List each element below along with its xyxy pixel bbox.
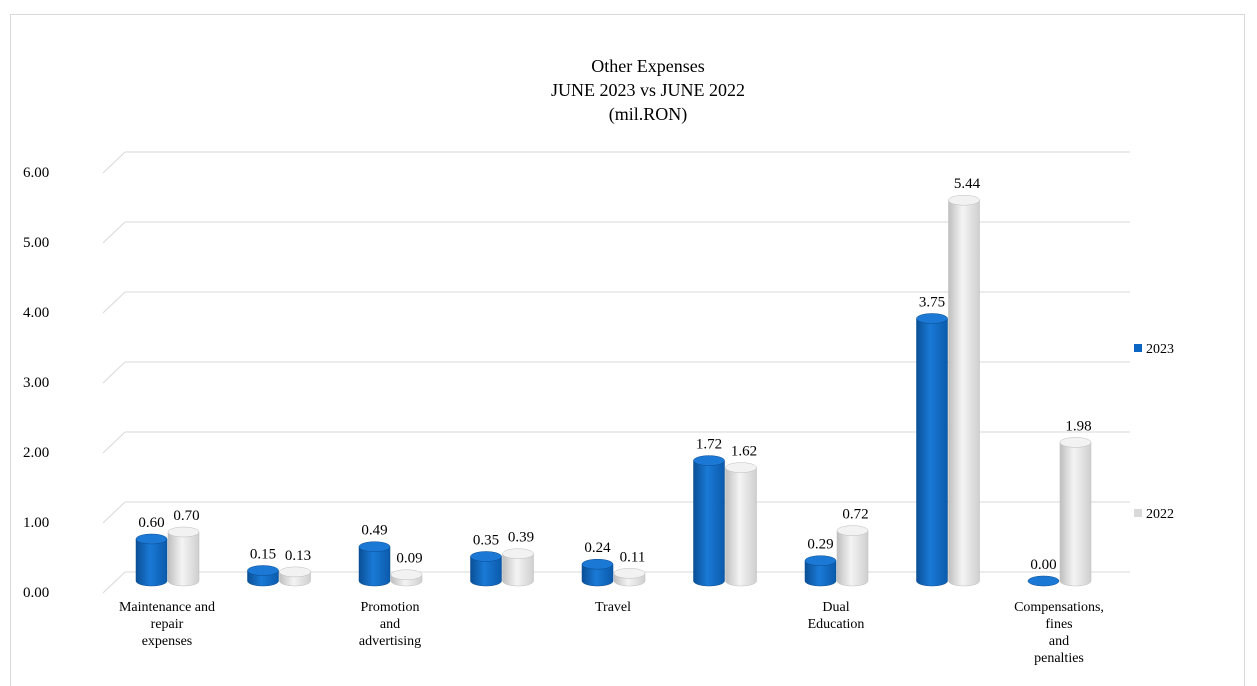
- chart-title-line-3: (mil.RON): [609, 104, 688, 125]
- data-label-2022-0: 0.70: [173, 508, 199, 524]
- x-tick-label-2: advertising: [359, 634, 421, 649]
- data-label-2022-4: 0.11: [620, 549, 646, 565]
- data-label-2022-7: 5.44: [954, 176, 981, 192]
- bar-2022-5: [725, 467, 757, 587]
- bar-cap-2023-3: [470, 551, 502, 562]
- x-tick-label-8: Compensations,: [1014, 600, 1104, 615]
- data-label-2023-4: 0.24: [584, 540, 611, 556]
- bar-cap-2022-7: [948, 194, 980, 206]
- chart-frame: [10, 14, 1245, 686]
- bars: [135, 194, 1092, 587]
- x-tick-label-8: penalties: [1034, 651, 1084, 666]
- bar-cap-2023-5: [693, 455, 725, 466]
- legend-label-2022: 2022: [1146, 507, 1174, 522]
- x-tick-label-4: Travel: [595, 600, 631, 615]
- legend-swatch-2023: [1134, 344, 1142, 352]
- bar-2023-4: [581, 563, 614, 587]
- bar-cap-2023-6: [804, 555, 837, 566]
- data-label-2023-2: 0.49: [361, 523, 387, 539]
- bar-2023-6: [804, 560, 837, 587]
- y-tick-label: 4.00: [23, 305, 49, 321]
- legend: 2023 2022: [1134, 342, 1174, 522]
- data-label-2023-3: 0.35: [473, 533, 499, 549]
- data-label-2023-7: 3.75: [919, 295, 945, 311]
- y-tick-label: 1.00: [23, 515, 49, 531]
- legend-swatch-2022: [1134, 509, 1142, 517]
- data-label-2022-6: 0.72: [842, 507, 868, 523]
- x-tick-label-8: fines: [1045, 617, 1072, 632]
- x-tick-label-0: expenses: [142, 634, 193, 649]
- data-label-2022-3: 0.39: [508, 530, 534, 546]
- y-tick-label: 3.00: [23, 375, 49, 391]
- bar-cap-2022-1: [279, 566, 311, 578]
- chart-title: Other Expenses JUNE 2023 vs JUNE 2022 (m…: [551, 56, 745, 125]
- x-tick-label-2: Promotion: [360, 600, 419, 615]
- bar-cap-2023-7: [916, 313, 948, 324]
- data-label-2023-6: 0.29: [807, 537, 833, 553]
- gridline-diagonal: [102, 151, 126, 174]
- x-tick-label-8: and: [1049, 634, 1069, 649]
- data-label-2023-5: 1.72: [696, 437, 722, 453]
- gridline-diagonal: [102, 221, 126, 244]
- x-tick-label-0: Maintenance and: [119, 600, 215, 615]
- bar-cap-2022-4: [613, 568, 646, 579]
- bar-2023-0: [135, 538, 168, 587]
- data-label-2023-8: 0.00: [1030, 557, 1056, 573]
- bar-2022-0: [167, 531, 200, 587]
- gridline-diagonal: [102, 361, 126, 384]
- y-tick-label: 0.00: [23, 585, 49, 601]
- data-labels: 0.60 0.70 0.15 0.13 0.49 0.09 0.35 0.39 0.24 0.11…: [138, 176, 1091, 573]
- bar-2022-7: [948, 199, 980, 587]
- y-tick-label: 6.00: [23, 165, 49, 181]
- x-tick-label-6: Dual: [822, 600, 849, 615]
- bar-2023-2: [358, 546, 391, 587]
- y-tick-label: 5.00: [23, 235, 49, 251]
- gridline-diagonal: [102, 571, 126, 594]
- gridline-diagonal: [102, 501, 126, 524]
- bar-cap-2023-2: [358, 541, 391, 552]
- bar-cap-2022-2: [390, 569, 423, 580]
- x-axis: Maintenance and repair expenses Promotion an…: [119, 600, 1104, 666]
- data-label-2022-8: 1.98: [1065, 418, 1091, 434]
- bar-2022-3: [502, 553, 534, 587]
- bar-cap-2023-4: [581, 558, 614, 570]
- y-axis: 0.00 1.00 2.00 3.00 4.00 5.00 6.00: [23, 165, 49, 601]
- bar-2023-5: [693, 460, 725, 587]
- bar-cap-2023-1: [247, 565, 279, 576]
- x-tick-label-2: and: [380, 617, 400, 632]
- gridline-diagonal: [102, 291, 126, 314]
- bar-2022-8: [1059, 442, 1092, 587]
- x-tick-label-6: Education: [808, 617, 865, 632]
- bar-cap-2023-8: [1027, 575, 1060, 587]
- data-label-2022-5: 1.62: [731, 444, 757, 460]
- legend-label-2023: 2023: [1146, 342, 1174, 357]
- chart-title-line-1: Other Expenses: [591, 56, 704, 76]
- bar-cap-2022-5: [725, 462, 757, 473]
- x-tick-label-0: repair: [151, 617, 184, 632]
- data-label-2022-1: 0.13: [285, 548, 311, 564]
- bar-2023-3: [470, 556, 502, 587]
- bar-cap-2022-6: [836, 525, 869, 536]
- data-label-2022-2: 0.09: [396, 551, 422, 567]
- bar-cap-2022-8: [1059, 437, 1092, 448]
- bar-cap-2023-0: [135, 533, 168, 545]
- y-tick-label: 2.00: [23, 445, 49, 461]
- gridline-diagonal: [102, 431, 126, 454]
- bar-cap-2022-0: [167, 526, 200, 538]
- bar-cap-2022-3: [502, 548, 534, 559]
- bar-2023-7: [916, 318, 948, 587]
- data-label-2023-1: 0.15: [250, 547, 276, 563]
- chart-title-line-2: JUNE 2023 vs JUNE 2022: [551, 80, 745, 100]
- bar-2022-6: [836, 530, 869, 587]
- data-label-2023-0: 0.60: [138, 515, 164, 531]
